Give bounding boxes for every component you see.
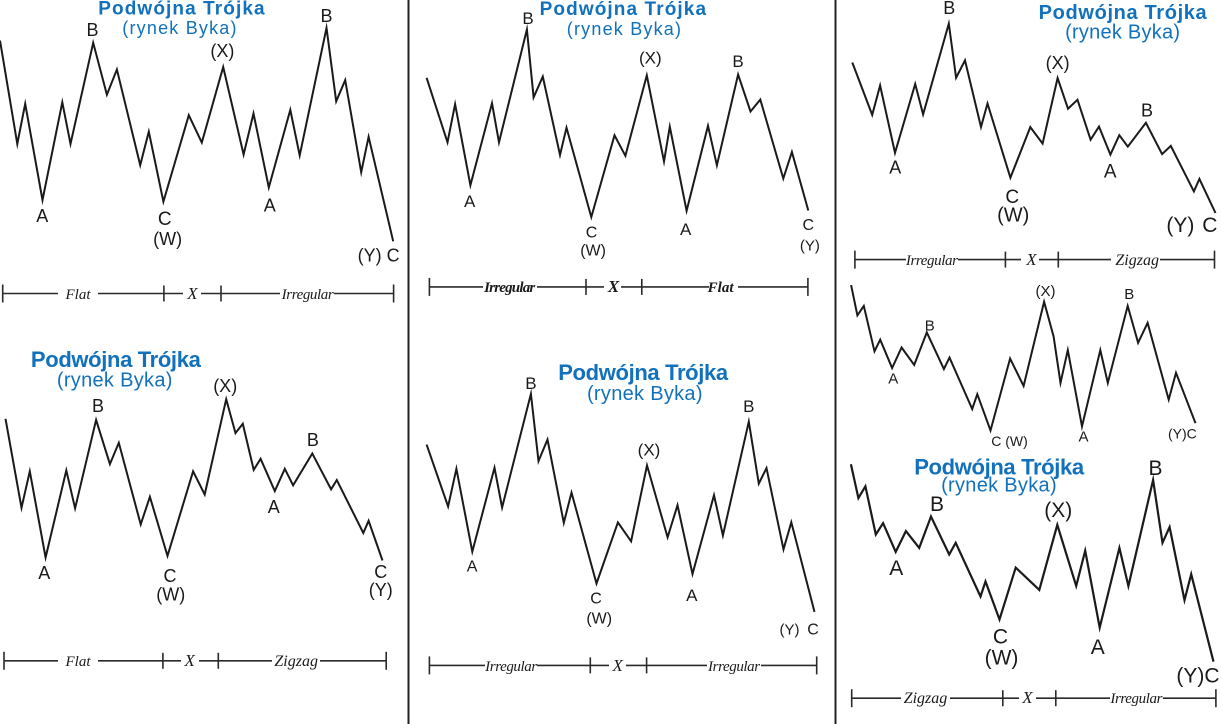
svg-text:(X): (X) <box>639 49 662 68</box>
svg-text:(Y) C: (Y) C <box>358 246 400 266</box>
svg-text:C: C <box>164 566 177 586</box>
svg-text:(X): (X) <box>638 441 661 460</box>
svg-text:Podwójna Trójka: Podwójna Trójka <box>1039 2 1208 24</box>
svg-text:Irregular: Irregular <box>483 280 535 296</box>
svg-text:Flat: Flat <box>65 654 92 670</box>
svg-text:Irregular: Irregular <box>281 287 334 303</box>
svg-text:(X): (X) <box>1036 283 1056 300</box>
svg-text:Zigzag: Zigzag <box>274 653 318 670</box>
svg-text:A: A <box>467 559 478 576</box>
svg-text:(W): (W) <box>156 585 185 605</box>
svg-text:Irregular: Irregular <box>1109 691 1162 707</box>
svg-text:A: A <box>38 563 50 583</box>
svg-text:(Y): (Y) <box>1166 214 1194 237</box>
svg-text:B: B <box>925 318 935 335</box>
svg-text:B: B <box>522 9 533 28</box>
svg-text:X: X <box>186 284 198 303</box>
svg-text:(W): (W) <box>997 205 1029 227</box>
svg-text:C: C <box>993 626 1008 649</box>
svg-text:A: A <box>888 371 898 388</box>
svg-text:(rynek Byka): (rynek Byka) <box>941 475 1057 497</box>
svg-text:(X): (X) <box>1046 53 1070 73</box>
svg-text:A: A <box>1091 636 1105 659</box>
svg-text:(Y): (Y) <box>800 237 820 254</box>
svg-text:Podwójna Trójka: Podwójna Trójka <box>558 360 729 385</box>
svg-text:Irregular: Irregular <box>905 253 958 269</box>
svg-text:A: A <box>1104 162 1117 183</box>
svg-text:(X): (X) <box>1044 499 1072 522</box>
svg-text:Podwójna Trójka: Podwójna Trójka <box>914 455 1085 480</box>
svg-text:B: B <box>930 493 944 516</box>
svg-text:(rynek Byka): (rynek Byka) <box>587 383 703 405</box>
svg-text:Zigzag: Zigzag <box>1115 252 1159 269</box>
svg-text:A: A <box>889 557 903 580</box>
svg-text:(W): (W) <box>153 229 182 249</box>
svg-text:B: B <box>1141 101 1153 121</box>
svg-text:(W): (W) <box>586 611 612 628</box>
svg-text:(rynek Byka): (rynek Byka) <box>57 370 173 392</box>
svg-text:X: X <box>607 277 620 296</box>
svg-text:B: B <box>1124 286 1134 303</box>
svg-text:B: B <box>307 430 319 450</box>
svg-text:B: B <box>943 0 955 18</box>
svg-text:(W): (W) <box>580 243 606 260</box>
svg-text:X: X <box>1025 250 1037 269</box>
svg-text:A: A <box>686 586 698 605</box>
svg-text:X: X <box>612 656 624 675</box>
svg-text:B: B <box>86 20 98 40</box>
svg-text:B: B <box>1148 457 1162 480</box>
svg-text:(X): (X) <box>213 376 237 396</box>
svg-text:C: C <box>1202 214 1217 237</box>
svg-text:C: C <box>374 562 387 582</box>
svg-text:(rynek Byka): (rynek Byka) <box>122 18 237 38</box>
svg-text:X: X <box>1021 688 1033 707</box>
svg-text:B: B <box>743 397 754 416</box>
svg-text:A: A <box>264 196 276 216</box>
svg-text:C: C <box>586 224 598 241</box>
svg-text:Podwójna Trójka: Podwójna Trójka <box>98 0 265 20</box>
svg-text:(Y): (Y) <box>780 622 800 639</box>
svg-text:Irregular: Irregular <box>484 659 537 675</box>
svg-text:B: B <box>92 396 104 416</box>
svg-text:A: A <box>1078 429 1088 446</box>
svg-text:C: C <box>807 622 819 639</box>
svg-text:(X): (X) <box>210 41 234 61</box>
svg-text:(Y): (Y) <box>369 580 393 600</box>
svg-text:C: C <box>590 591 602 608</box>
svg-text:(rynek Byka): (rynek Byka) <box>1065 22 1180 44</box>
svg-text:(Y)C: (Y)C <box>1168 426 1197 442</box>
svg-text:A: A <box>268 497 280 517</box>
svg-text:B: B <box>525 374 536 393</box>
svg-text:Flat: Flat <box>707 280 735 296</box>
svg-text:(Y)C: (Y)C <box>1176 665 1219 688</box>
svg-text:C: C <box>803 217 815 234</box>
svg-text:A: A <box>464 192 476 211</box>
svg-text:A: A <box>680 220 692 239</box>
svg-text:A: A <box>36 206 48 226</box>
svg-text:X: X <box>184 651 196 670</box>
svg-text:C (W): C (W) <box>991 433 1028 449</box>
svg-text:(rynek Byka): (rynek Byka) <box>567 19 682 39</box>
svg-text:C: C <box>1005 187 1019 208</box>
svg-text:C: C <box>158 209 172 230</box>
svg-text:Podwójna Trójka: Podwójna Trójka <box>31 347 202 372</box>
svg-text:B: B <box>320 6 332 26</box>
svg-text:(W): (W) <box>985 647 1019 670</box>
svg-text:Podwójna Trójka: Podwójna Trójka <box>540 0 707 20</box>
svg-text:Flat: Flat <box>65 287 92 303</box>
svg-text:A: A <box>889 158 901 178</box>
svg-text:Irregular: Irregular <box>707 659 760 675</box>
svg-text:B: B <box>732 52 743 71</box>
svg-text:Zigzag: Zigzag <box>904 690 948 707</box>
